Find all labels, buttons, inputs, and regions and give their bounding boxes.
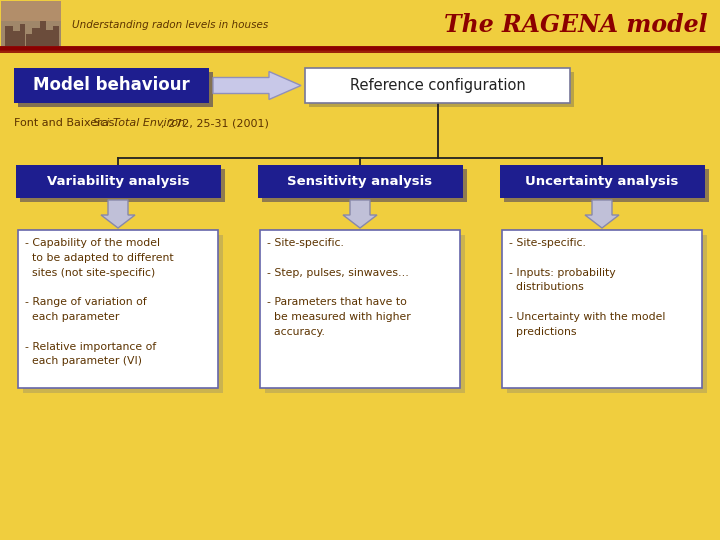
FancyBboxPatch shape bbox=[261, 169, 467, 202]
Text: Variability analysis: Variability analysis bbox=[47, 175, 189, 188]
FancyBboxPatch shape bbox=[260, 230, 460, 388]
FancyBboxPatch shape bbox=[502, 230, 702, 388]
FancyBboxPatch shape bbox=[20, 24, 25, 46]
Text: Reference configuration: Reference configuration bbox=[350, 78, 526, 93]
Text: - Site-specific.

- Step, pulses, sinwaves…

- Parameters that have to
  be meas: - Site-specific. - Step, pulses, sinwave… bbox=[267, 238, 410, 337]
FancyBboxPatch shape bbox=[5, 26, 13, 46]
FancyBboxPatch shape bbox=[19, 169, 225, 202]
FancyBboxPatch shape bbox=[1, 1, 61, 47]
Text: Understanding radon levels in houses: Understanding radon levels in houses bbox=[72, 20, 269, 30]
FancyBboxPatch shape bbox=[503, 169, 708, 202]
FancyBboxPatch shape bbox=[309, 72, 574, 107]
FancyBboxPatch shape bbox=[53, 26, 59, 46]
Text: The RAGENA model: The RAGENA model bbox=[444, 13, 708, 37]
FancyBboxPatch shape bbox=[265, 235, 465, 393]
Text: , 272, 25-31 (2001): , 272, 25-31 (2001) bbox=[161, 118, 269, 128]
FancyBboxPatch shape bbox=[1, 1, 61, 21]
FancyBboxPatch shape bbox=[18, 72, 213, 107]
Polygon shape bbox=[213, 71, 301, 99]
Text: Font and Baixeras.: Font and Baixeras. bbox=[14, 118, 122, 128]
FancyBboxPatch shape bbox=[32, 28, 40, 46]
FancyBboxPatch shape bbox=[258, 165, 462, 198]
FancyBboxPatch shape bbox=[40, 21, 46, 46]
Polygon shape bbox=[343, 200, 377, 228]
FancyBboxPatch shape bbox=[500, 165, 704, 198]
FancyBboxPatch shape bbox=[16, 165, 220, 198]
FancyBboxPatch shape bbox=[46, 30, 53, 46]
FancyBboxPatch shape bbox=[13, 31, 20, 46]
Text: Sci Total Environ: Sci Total Environ bbox=[93, 118, 185, 128]
Text: Uncertainty analysis: Uncertainty analysis bbox=[526, 175, 679, 188]
FancyBboxPatch shape bbox=[23, 235, 223, 393]
Text: - Site-specific.

- Inputs: probability
  distributions

- Uncertainty with the : - Site-specific. - Inputs: probability d… bbox=[509, 238, 665, 337]
FancyBboxPatch shape bbox=[18, 230, 218, 388]
Text: Model behaviour: Model behaviour bbox=[33, 77, 190, 94]
FancyBboxPatch shape bbox=[507, 235, 707, 393]
Text: Sensitivity analysis: Sensitivity analysis bbox=[287, 175, 433, 188]
Polygon shape bbox=[101, 200, 135, 228]
FancyBboxPatch shape bbox=[305, 68, 570, 103]
Polygon shape bbox=[585, 200, 619, 228]
FancyBboxPatch shape bbox=[26, 34, 32, 46]
Text: - Capability of the model
  to be adapted to different
  sites (not site-specifi: - Capability of the model to be adapted … bbox=[25, 238, 174, 367]
FancyBboxPatch shape bbox=[14, 68, 209, 103]
